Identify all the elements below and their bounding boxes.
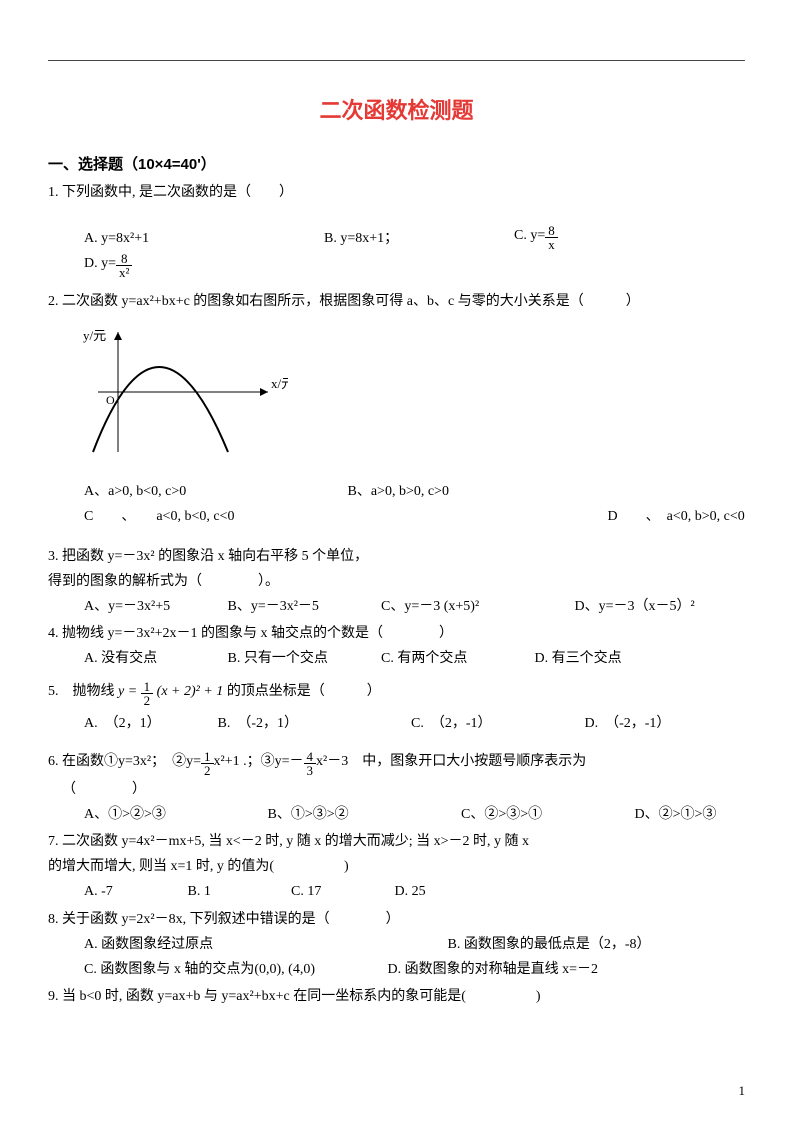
q8-opt-a: A. 函数图象经过原点 [84, 932, 444, 957]
q6-f1n: 1 [201, 750, 214, 764]
q5-stem: 5. 抛物线 y = 12 (x + 2)² + 1 的顶点坐标是（ ） [48, 679, 745, 707]
q7-line-1: 7. 二次函数 y=4x²－mx+5, 当 x<－2 时, y 随 x 的增大而… [48, 829, 745, 854]
question-3: 3. 把函数 y=－3x² 的图象沿 x 轴向右平移 5 个单位， 得到的图象的… [48, 544, 745, 620]
question-8: 8. 关于函数 y=2x²－8x, 下列叙述中错误的是（ ） A. 函数图象经过… [48, 907, 745, 983]
q7-line-2: 的增大而增大, 则当 x=1 时, y 的值为( ) [48, 854, 745, 879]
q6-opt-a: A、①>②>③ [84, 802, 264, 827]
q5-opt-d: D. （-2，-1） [585, 716, 671, 731]
question-4: 4. 抛物线 y=－3x²+2x－1 的图象与 x 轴交点的个数是（ ） A. … [48, 621, 745, 671]
q1-opt-c: C. y=8x [514, 223, 634, 251]
question-2: 2. 二次函数 y=ax²+bx+c 的图象如右图所示，根据图象可得 a、b、c… [48, 289, 745, 530]
q5-num: 1 [141, 680, 154, 694]
q2-opt-b: B、a>0, b>0, c>0 [348, 484, 449, 499]
top-rule [48, 60, 745, 61]
q1-opt-b: B. y=8x+1； [324, 226, 474, 251]
q1-d-num: 8 [116, 252, 132, 266]
q6-f1d: 2 [201, 764, 214, 777]
q4-opt-b: B. 只有一个交点 [228, 646, 378, 671]
q5-opt-c: C. （2，-1） [411, 711, 581, 736]
q3-stem-1: 3. 把函数 y=－3x² 的图象沿 x 轴向右平移 5 个单位， [48, 544, 745, 569]
q8-opt-c: C. 函数图象与 x 轴的交点为(0,0), (4,0) [84, 957, 384, 982]
q4-stem: 4. 抛物线 y=－3x²+2x－1 的图象与 x 轴交点的个数是（ ） [48, 621, 745, 646]
y-axis-label: y/元 [83, 328, 106, 343]
q8-opt-d: D. 函数图象的对称轴是直线 x=－2 [388, 962, 599, 977]
q6-mid1: x²+1 .；③y=－ [214, 754, 304, 769]
question-7: 7. 二次函数 y=4x²－mx+5, 当 x<－2 时, y 随 x 的增大而… [48, 829, 745, 905]
q2-opt-d: D 、 a<0, b>0, c<0 [608, 509, 745, 524]
q6-pre: 6. 在函数①y=3x²； ②y= [48, 754, 201, 769]
q2-options: A、a>0, b<0, c>0 B、a>0, b>0, c>0 C 、 a<0,… [48, 479, 745, 529]
q1-c-den: x [545, 238, 558, 251]
q2-opt-a: A、a>0, b<0, c>0 [84, 479, 344, 504]
q7-opt-c: C. 17 [291, 879, 391, 904]
q6-stem: 6. 在函数①y=3x²； ②y=12x²+1 .；③y=－43x²－3 中，图… [48, 749, 745, 777]
origin-label: O [106, 393, 115, 407]
q5-rest: (x + 2)² + 1 [157, 684, 224, 699]
q5-opt-a: A. （2，1） [84, 711, 214, 736]
question-6: 6. 在函数①y=3x²； ②y=12x²+1 .；③y=－43x²－3 中，图… [48, 749, 745, 827]
q6-paren: （ ） [48, 777, 745, 802]
q3-opt-b: B、y=－3x²－5 [228, 594, 378, 619]
question-1: 1. 下列函数中, 是二次函数的是（ ） A. y=8x²+1 B. y=8x+… [48, 180, 745, 279]
q3-stem-2: 得到的图象的解析式为（ ）。 [48, 569, 745, 594]
q6-f2n: 4 [304, 750, 317, 764]
q1-opt-a: A. y=8x²+1 [84, 226, 284, 251]
parabola-icon: y/元 x/元 O [68, 322, 288, 462]
page-title: 二次函数检测题 [48, 91, 745, 131]
q5-den: 2 [141, 694, 154, 707]
q5-post: 的顶点坐标是（ ） [227, 684, 381, 699]
q3-opt-a: A、y=－3x²+5 [84, 594, 224, 619]
q4-opt-d: D. 有三个交点 [535, 651, 622, 666]
q1-opt-d: D. y=8x² [84, 251, 132, 279]
q5-pre: 5. 抛物线 [48, 684, 118, 699]
q1-stem: 1. 下列函数中, 是二次函数的是（ ） [48, 180, 745, 205]
q4-opt-a: A. 没有交点 [84, 646, 224, 671]
q1-c-pre: C. y= [514, 228, 545, 243]
q7-opt-b: B. 1 [188, 879, 288, 904]
q6-opt-c: C、②>③>① [461, 802, 631, 827]
q4-opt-c: C. 有两个交点 [381, 646, 531, 671]
x-axis-label: x/元 [271, 376, 288, 391]
section-1-header: 一、选择题（10×4=40'） [48, 151, 745, 178]
q6-f2d: 3 [304, 764, 317, 777]
q1-c-num: 8 [545, 224, 558, 238]
q1-d-pre: D. y= [84, 256, 116, 271]
q8-opt-b: B. 函数图象的最低点是（2，-8） [448, 937, 651, 952]
question-5: 5. 抛物线 y = 12 (x + 2)² + 1 的顶点坐标是（ ） A. … [48, 679, 745, 736]
q2-stem: 2. 二次函数 y=ax²+bx+c 的图象如右图所示，根据图象可得 a、b、c… [48, 289, 745, 314]
q6-mid2: x²－3 中，图象开口大小按题号顺序表示为 [316, 754, 586, 769]
q1-d-den: x² [116, 266, 132, 279]
q2-opt-c: C 、 a<0, b<0, c<0 [84, 504, 604, 529]
q3-opt-d: D、y=－3（x－5）² [575, 599, 695, 614]
q3-opt-c: C、y=－3 (x+5)² [381, 594, 571, 619]
q8-stem: 8. 关于函数 y=2x²－8x, 下列叙述中错误的是（ ） [48, 907, 745, 932]
q6-opt-b: B、①>③>② [268, 802, 458, 827]
question-9: 9. 当 b<0 时, 函数 y=ax+b 与 y=ax²+bx+c 在同一坐标… [48, 984, 745, 1009]
q5-opt-b: B. （-2，1） [218, 711, 408, 736]
q2-graph: y/元 x/元 O [68, 322, 745, 471]
page-number: 1 [739, 1079, 746, 1102]
q9-stem: 9. 当 b<0 时, 函数 y=ax+b 与 y=ax²+bx+c 在同一坐标… [48, 984, 745, 1009]
q7-opt-a: A. -7 [84, 879, 184, 904]
q6-opt-d: D、②>①>③ [635, 807, 717, 822]
q7-opt-d: D. 25 [395, 884, 426, 899]
